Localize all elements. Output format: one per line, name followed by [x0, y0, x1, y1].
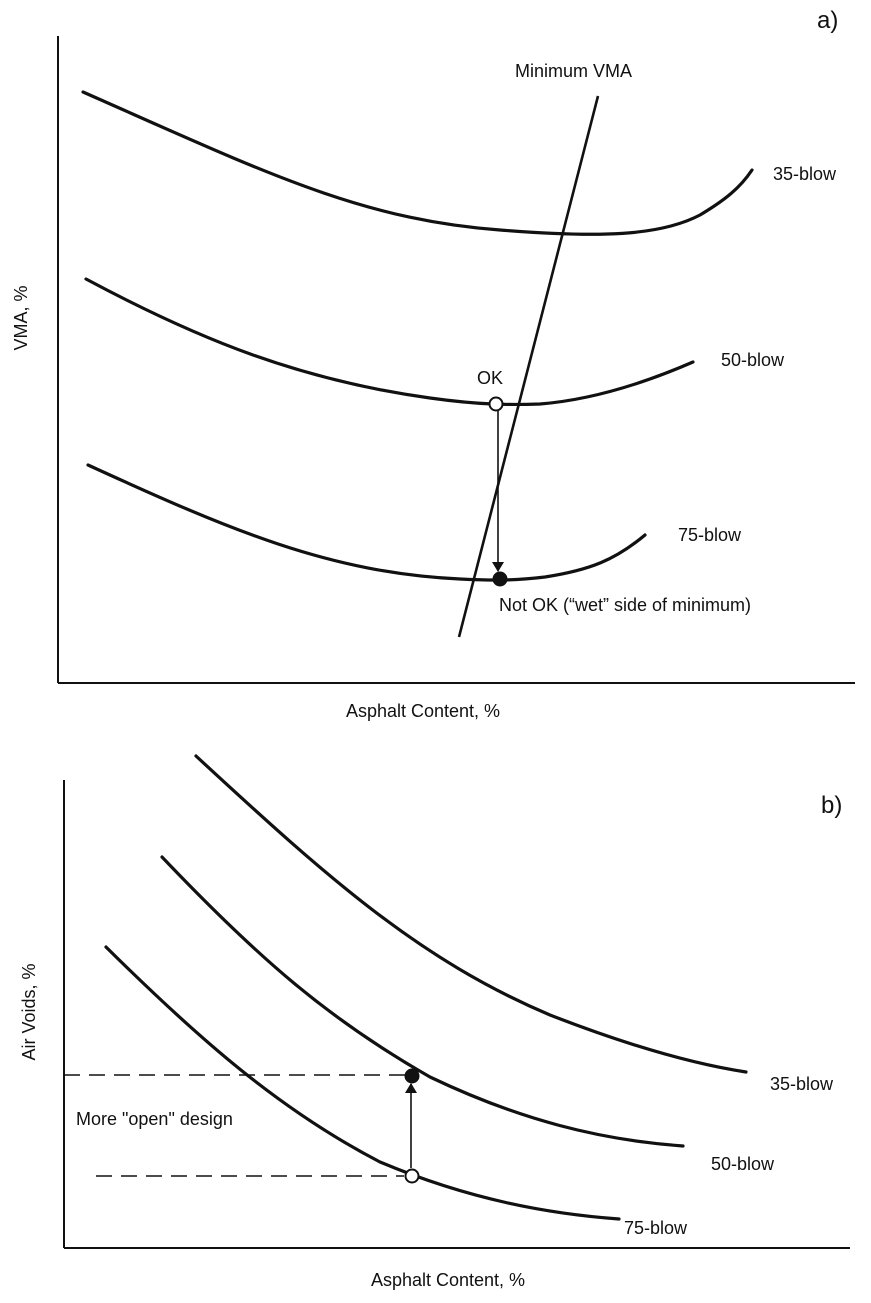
chart-a-series-50-blow [84, 277, 695, 407]
chart-b-series-label-35-blow: 35-blow [770, 1074, 834, 1094]
chart-b-series-75-blow [104, 945, 621, 1221]
chart-b-series-label-50-blow: 50-blow [711, 1154, 775, 1174]
chart-a-series-label-75-blow: 75-blow [678, 525, 742, 545]
panel-b-label: b) [821, 792, 842, 819]
chart-b-ylabel: Air Voids, % [19, 963, 39, 1060]
chart-a-ylabel: VMA, % [11, 285, 31, 350]
chart-a-minimum-vma-line [457, 95, 600, 638]
chart-a-xlabel: Asphalt Content, % [346, 701, 500, 721]
chart-b: b) Air Voids, % Asphalt Content, % More … [19, 754, 850, 1290]
chart-b-series-50-blow [160, 855, 685, 1148]
chart-a-series-35-blow [81, 90, 754, 236]
chart-b-marker-50-blow [404, 1068, 420, 1084]
chart-a-series-label-50-blow: 50-blow [721, 350, 785, 370]
chart-b-series-35-blow [194, 754, 748, 1074]
chart-b-marker-75-blow [404, 1168, 420, 1184]
chart-b-series-label-75-blow: 75-blow [624, 1218, 688, 1238]
chart-b-open-design-label: More "open" design [76, 1109, 233, 1129]
chart-a-series-75-blow [86, 463, 647, 582]
chart-a-not-ok-point [492, 571, 508, 587]
chart-a-series-label-35-blow: 35-blow [773, 164, 837, 184]
chart-a-ok-point [488, 396, 504, 412]
chart-a-minimum-vma-label: Minimum VMA [515, 61, 632, 81]
chart-a-not-ok-label: Not OK (“wet” side of minimum) [499, 595, 751, 615]
panel-a-label: a) [817, 7, 838, 34]
chart-a: a) VMA, % Asphalt Content, % Minimum VMA… [11, 7, 855, 721]
chart-a-ok-label: OK [477, 368, 503, 388]
chart-b-xlabel: Asphalt Content, % [371, 1270, 525, 1290]
